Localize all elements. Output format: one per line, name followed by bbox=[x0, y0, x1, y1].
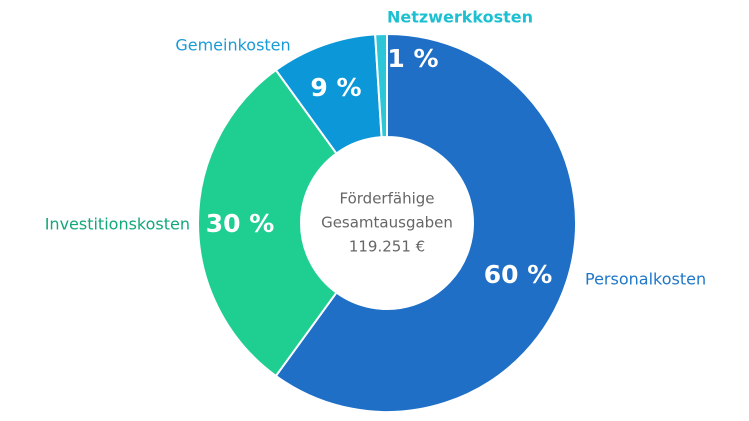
category-label: Gemeinkosten bbox=[175, 36, 290, 55]
category-label: Personalkosten bbox=[585, 270, 706, 289]
value-label: 60 % bbox=[484, 260, 553, 289]
value-label: 1 % bbox=[387, 44, 438, 73]
value-label: 30 % bbox=[206, 209, 275, 238]
center-text: Gesamtausgaben bbox=[321, 214, 453, 232]
category-label: Netzwerkkosten bbox=[387, 8, 533, 27]
center-text: Förderfähige bbox=[340, 190, 435, 208]
category-label: Investitionskosten bbox=[45, 215, 190, 234]
donut-slice bbox=[374, 32, 388, 139]
donut-slice bbox=[274, 32, 577, 413]
value-label: 9 % bbox=[310, 73, 361, 102]
donut-slice bbox=[197, 68, 338, 378]
center-text: 119.251 € bbox=[349, 238, 425, 256]
center-hole bbox=[302, 138, 472, 308]
